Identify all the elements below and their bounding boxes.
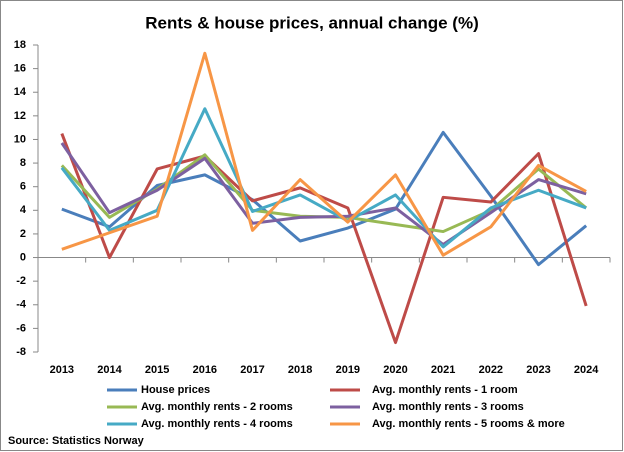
series-line: [60, 142, 587, 247]
legend-label: Avg. monthly rents - 4 rooms: [141, 418, 293, 430]
y-tick-label: 2: [20, 228, 26, 240]
series-line: [60, 133, 588, 345]
y-tick-label: -2: [16, 275, 26, 287]
y-tick-label: -4: [16, 299, 27, 311]
legend-label: House prices: [141, 384, 210, 396]
y-tick-label: -6: [16, 322, 26, 334]
x-tick-label: 2014: [97, 364, 122, 376]
legend-label: Avg. monthly rents - 1 room: [372, 384, 518, 396]
y-tick-label: 0: [20, 251, 26, 263]
x-tick-label: 2022: [479, 364, 503, 376]
x-tick-label: 2015: [145, 364, 169, 376]
x-tick-label: 2013: [50, 364, 74, 376]
y-tick-label: 14: [14, 86, 27, 98]
x-tick-label: 2018: [288, 364, 312, 376]
y-tick-label: 18: [14, 39, 26, 51]
series-line: [60, 107, 587, 249]
x-tick-label: 2024: [574, 364, 599, 376]
x-tick-label: 2020: [383, 364, 407, 376]
x-tick-label: 2021: [431, 364, 455, 376]
legend-label: Avg. monthly rents - 2 rooms: [141, 401, 293, 413]
y-tick-label: 12: [14, 110, 26, 122]
y-tick-label: 4: [20, 204, 27, 216]
y-tick-label: 6: [20, 181, 26, 193]
x-tick-label: 2019: [336, 364, 360, 376]
y-tick-label: -8: [16, 346, 26, 358]
x-tick-label: 2017: [240, 364, 264, 376]
x-tick-label: 2016: [193, 364, 217, 376]
y-tick-label: 16: [14, 63, 26, 75]
source: Source: Statistics Norway: [8, 435, 145, 447]
legend-label: Avg. monthly rents - 5 rooms & more: [372, 418, 565, 430]
series-line: [61, 51, 587, 257]
legend-label: Avg. monthly rents - 3 rooms: [372, 401, 524, 413]
y-tick-label: 8: [20, 157, 26, 169]
x-tick-label: 2023: [526, 364, 550, 376]
y-tick-label: 10: [14, 133, 26, 145]
chart-title: Rents & house prices, annual change (%): [145, 13, 478, 32]
